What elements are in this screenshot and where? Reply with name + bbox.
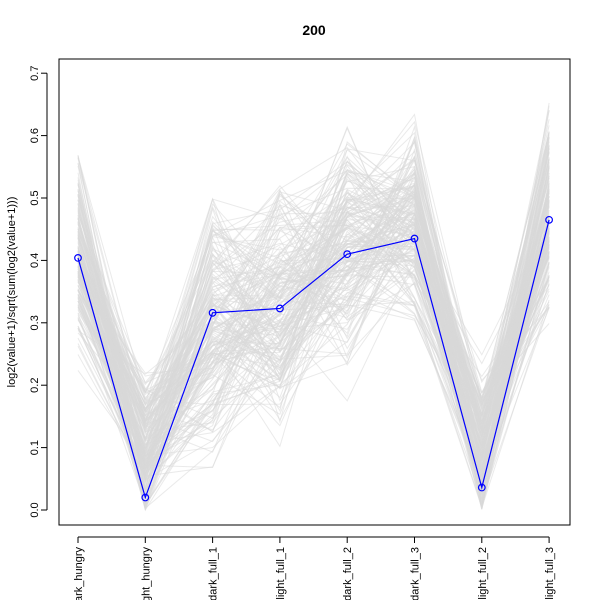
highlight-point <box>208 308 217 317</box>
background-series-line <box>77 194 550 446</box>
background-series-line <box>77 192 550 450</box>
background-series-line <box>77 125 550 476</box>
background-series-line <box>77 172 550 470</box>
y-tick-label: 0.2 <box>29 378 41 393</box>
y-tick-label: 0.5 <box>29 190 41 205</box>
y-axis-title: log2(value+1)/sqrt(sum(log2(value+1))) <box>6 197 18 388</box>
background-series-line <box>77 164 550 473</box>
y-axis: 0.0 0.1 0.2 0.3 0.4 0.5 0.6 0.7 <box>29 66 48 518</box>
y-tick-label: 0.0 <box>29 502 41 517</box>
background-series-line <box>77 187 550 473</box>
x-tick-label: light_full_2 <box>477 547 489 600</box>
y-tick-label: 0.7 <box>29 66 41 81</box>
y-tick-label: 0.6 <box>29 128 41 143</box>
chart-title: 200 <box>302 22 326 38</box>
y-tick-label: 0.3 <box>29 315 41 330</box>
highlight-point <box>545 215 553 224</box>
x-tick-label: dark_full_2 <box>342 547 354 600</box>
y-tick-label: 0.4 <box>29 253 41 268</box>
background-series-line <box>77 135 550 413</box>
x-tick-label: dark_full_1 <box>208 547 220 600</box>
background-series-line <box>77 172 550 483</box>
background-series-line <box>77 231 550 436</box>
y-tick-label: 0.1 <box>29 440 41 455</box>
highlight-series-group <box>74 215 553 502</box>
highlight-point <box>410 234 419 243</box>
background-series-line <box>77 141 550 505</box>
background-series-line <box>77 220 550 457</box>
highlight-point <box>141 493 150 502</box>
background-series-line <box>77 158 550 461</box>
plot-frame <box>58 58 571 526</box>
x-tick-label: light_full_3 <box>544 547 556 600</box>
background-series-line <box>77 153 550 448</box>
x-tick-label: dark_hungry <box>73 547 85 600</box>
highlight-series-line <box>77 219 550 500</box>
x-tick-label: light_full_1 <box>275 547 287 600</box>
highlight-point <box>477 483 486 492</box>
x-axis: dark_hungry light_hungry dark_full_1 light_… <box>73 536 556 600</box>
highlight-point <box>276 304 284 313</box>
background-series-group <box>77 102 550 512</box>
x-tick-label: dark_full_3 <box>410 547 422 600</box>
x-tick-label: light_hungry <box>140 547 152 600</box>
highlight-point <box>74 254 82 262</box>
highlight-point <box>343 250 352 259</box>
background-series-line <box>77 178 550 482</box>
background-series-line <box>77 141 550 489</box>
